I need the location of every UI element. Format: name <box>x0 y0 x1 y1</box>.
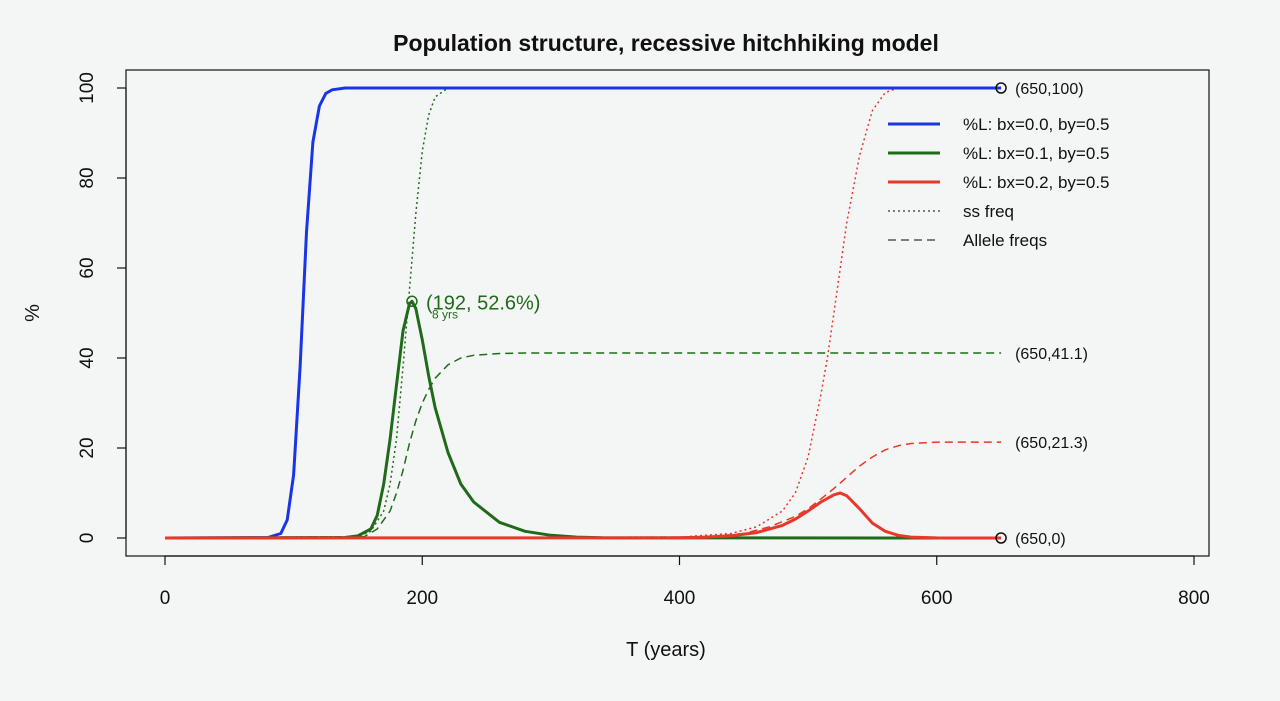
x-axis: 0 200 400 600 800 <box>160 555 1210 609</box>
y-tick-label: 20 <box>77 437 98 458</box>
legend-label: %L: bx=0.1, by=0.5 <box>963 144 1110 163</box>
plot-frame <box>125 69 1210 557</box>
series-line-4 <box>164 87 1002 539</box>
point-marker <box>406 295 418 308</box>
x-tick-label: 200 <box>406 588 438 609</box>
point-label: (650,100) <box>1015 81 1084 98</box>
y-tick-label: 40 <box>77 347 98 368</box>
legend-label: %L: bx=0.2, by=0.5 <box>963 173 1110 192</box>
point-label: (650,0) <box>1015 531 1066 548</box>
point-marker <box>995 82 1007 94</box>
series-line-5 <box>164 352 1002 539</box>
annotation-label: (650,41.1) <box>1015 346 1088 363</box>
x-tick-label: 400 <box>664 588 696 609</box>
y-tick-label: 0 <box>77 533 98 544</box>
y-tick-label: 60 <box>77 257 98 278</box>
legend: %L: bx=0.0, by=0.5 %L: bx=0.1, by=0.5 %L: … <box>888 115 1110 250</box>
series-line-3 <box>164 87 1002 539</box>
marker-layer: (650,100) (650,0) (192, 52.6%) (650,41.1) (6… <box>406 81 1088 548</box>
x-axis-label: T (years) <box>626 639 706 661</box>
y-tick-label: 100 <box>77 72 98 104</box>
point-label: (192, 52.6%) <box>426 292 541 314</box>
y-tick-label: 80 <box>77 167 98 188</box>
point-marker <box>995 532 1007 544</box>
legend-label: ss freq <box>963 202 1014 221</box>
annotation-label: 8 yrs <box>432 307 458 321</box>
legend-label: %L: bx=0.0, by=0.5 <box>963 115 1110 134</box>
series-line-2 <box>164 491 1002 540</box>
series-line-0 <box>164 86 1002 540</box>
legend-label: Allele freqs <box>963 231 1047 250</box>
series-layer <box>164 86 1002 540</box>
x-tick-label: 600 <box>921 588 953 609</box>
series-line-1 <box>164 299 1002 540</box>
annotation-label: (650,21.3) <box>1015 435 1088 452</box>
series-line-6 <box>164 441 1002 539</box>
x-tick-label: 800 <box>1178 588 1210 609</box>
chart-title: Population structure, recessive hitchhik… <box>393 30 939 56</box>
y-axis: 0 20 40 60 80 100 <box>77 72 127 544</box>
y-axis-label: % <box>22 304 44 322</box>
x-tick-label: 0 <box>160 588 171 609</box>
